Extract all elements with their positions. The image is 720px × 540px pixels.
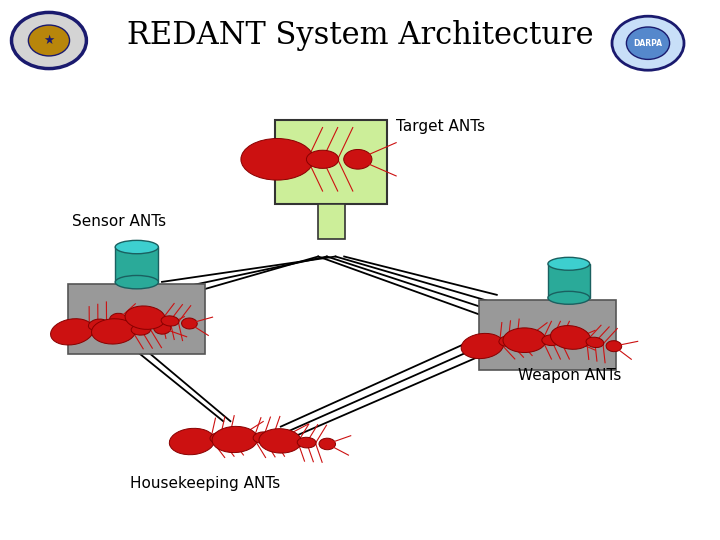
Ellipse shape xyxy=(161,316,179,326)
Text: Housekeeping ANTs: Housekeeping ANTs xyxy=(130,476,280,491)
Ellipse shape xyxy=(169,428,215,455)
Circle shape xyxy=(28,25,70,56)
Ellipse shape xyxy=(210,432,230,443)
Text: ★: ★ xyxy=(43,34,55,47)
Ellipse shape xyxy=(50,319,94,345)
Ellipse shape xyxy=(181,318,197,329)
Bar xyxy=(479,300,616,370)
Ellipse shape xyxy=(551,326,590,349)
Ellipse shape xyxy=(548,292,590,304)
Ellipse shape xyxy=(91,319,135,344)
Ellipse shape xyxy=(276,430,294,442)
Ellipse shape xyxy=(89,319,107,330)
Ellipse shape xyxy=(241,138,313,180)
Ellipse shape xyxy=(115,240,158,254)
Ellipse shape xyxy=(259,429,302,453)
Ellipse shape xyxy=(233,429,251,441)
Ellipse shape xyxy=(319,438,336,450)
Text: Sensor ANTs: Sensor ANTs xyxy=(72,214,166,229)
Ellipse shape xyxy=(125,306,165,329)
Ellipse shape xyxy=(503,328,546,353)
Bar xyxy=(275,120,387,204)
Ellipse shape xyxy=(297,437,316,448)
Ellipse shape xyxy=(586,337,604,348)
Ellipse shape xyxy=(253,432,274,443)
Ellipse shape xyxy=(115,275,158,289)
Ellipse shape xyxy=(606,341,621,352)
Bar xyxy=(68,284,205,354)
Bar xyxy=(115,247,158,282)
Ellipse shape xyxy=(212,427,258,453)
Ellipse shape xyxy=(564,334,581,346)
Ellipse shape xyxy=(343,150,372,169)
Ellipse shape xyxy=(307,150,338,168)
Circle shape xyxy=(12,12,86,69)
Bar xyxy=(318,204,345,239)
Ellipse shape xyxy=(131,324,150,335)
Text: Weapon ANTs: Weapon ANTs xyxy=(518,368,622,383)
Ellipse shape xyxy=(548,258,590,270)
Ellipse shape xyxy=(154,322,171,334)
Ellipse shape xyxy=(109,313,127,325)
Ellipse shape xyxy=(520,331,537,342)
Text: REDANT System Architecture: REDANT System Architecture xyxy=(127,19,593,51)
Ellipse shape xyxy=(542,335,561,346)
Text: Target ANTs: Target ANTs xyxy=(396,119,485,134)
Bar xyxy=(548,264,590,298)
Ellipse shape xyxy=(461,333,503,359)
Text: DARPA: DARPA xyxy=(634,39,662,48)
Ellipse shape xyxy=(499,335,518,346)
Circle shape xyxy=(626,27,670,59)
Circle shape xyxy=(612,16,684,70)
